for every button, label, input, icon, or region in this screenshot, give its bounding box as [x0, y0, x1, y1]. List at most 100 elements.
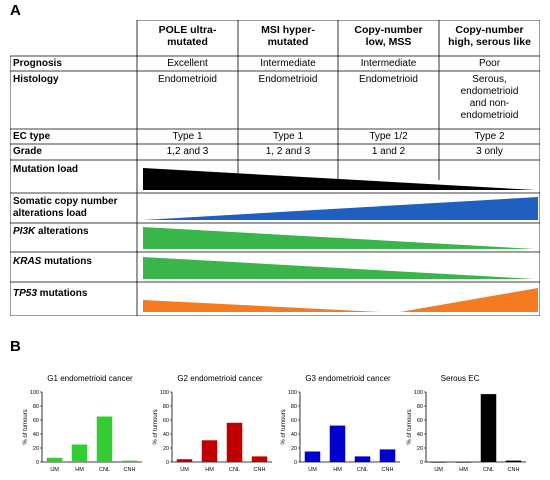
- row-label-grade: Grade: [13, 146, 42, 157]
- mutation-load-wedge: [143, 168, 535, 190]
- bar: [121, 460, 138, 462]
- grade-cell: 1, 2 and 3: [265, 146, 311, 157]
- y-tick-label: 100: [160, 390, 169, 396]
- histology-cell: Endometrioid: [359, 74, 418, 85]
- x-tick-label: UM: [308, 467, 317, 473]
- histology-line: endometrioid: [460, 86, 519, 97]
- y-tick-label: 40: [33, 432, 39, 438]
- y-axis-label: % of tumours: [23, 409, 29, 444]
- chart-g3-svg: 0 20 40 60 80 100 % of tumours UM HM CNL CNH: [281, 390, 400, 473]
- chart-g1-svg: 0 20 40 60 80 100 % of tumours UM HM CNL CNH: [23, 390, 142, 473]
- row-label-kras: KRAS mutations: [13, 256, 92, 268]
- col-header-line: mutated: [167, 36, 208, 48]
- row-label-prognosis: Prognosis: [13, 58, 62, 69]
- bar: [201, 440, 218, 462]
- y-tick-label: 40: [163, 432, 169, 438]
- gene-name: PI3K: [13, 226, 36, 237]
- label-rest: mutations: [36, 288, 88, 299]
- y-axis-label: % of tumours: [153, 409, 159, 444]
- x-tick-label: CNL: [483, 467, 494, 473]
- chart-title-g2: G2 endometrioid cancer: [177, 374, 263, 383]
- tp53-wedge-right: [400, 288, 538, 312]
- scna-load-wedge: [143, 197, 538, 220]
- bar: [96, 416, 113, 462]
- y-tick-label: 20: [33, 446, 39, 452]
- x-tick-label: CNH: [382, 467, 394, 473]
- histology-cell: Endometrioid: [258, 74, 318, 85]
- prognosis-cell: Intermediate: [360, 58, 417, 69]
- y-axis-label: % of tumours: [281, 409, 287, 444]
- bar: [505, 460, 522, 462]
- row-label-tp53: TP53 mutations: [13, 288, 87, 300]
- ec-type-cell: Type 1: [172, 131, 203, 142]
- chart-serous-svg: 0 20 40 60 80 100 % of tumours UM HM CNL CNH: [407, 390, 526, 473]
- col-header-msi: MSI hyper- mutated: [238, 24, 338, 48]
- histology-cell-serous: Serous, endometrioid and non- endometrio…: [439, 74, 540, 122]
- bar: [480, 394, 497, 462]
- y-axis-label: % of tumours: [407, 409, 413, 444]
- bar: [304, 451, 321, 462]
- y-tick-label: 0: [420, 460, 423, 466]
- y-tick-label: 60: [33, 418, 39, 424]
- col-header-cn-low: Copy-number low, MSS: [338, 24, 439, 48]
- tp53-wedge: [143, 300, 380, 312]
- y-tick-label: 80: [291, 404, 297, 410]
- prognosis-cell: Excellent: [167, 58, 208, 69]
- x-tick-label: HM: [75, 467, 84, 473]
- y-tick-label: 0: [294, 460, 297, 466]
- ec-type-cell: Type 2: [474, 131, 505, 142]
- chart-serous: 0 20 40 60 80 100 % of tumours UM HM CNL CNH: [404, 372, 534, 477]
- col-header-cn-high: Copy-number high, serous like: [439, 24, 540, 48]
- chart-g3: 0 20 40 60 80 100 % of tumours UM HM CNL CNH: [278, 372, 408, 477]
- scna-label-line: Somatic copy number: [13, 196, 118, 207]
- x-tick-label: CNH: [508, 467, 520, 473]
- bar: [176, 459, 193, 462]
- chart-title-serous: Serous EC: [440, 374, 480, 383]
- y-tick-label: 0: [166, 460, 169, 466]
- y-tick-label: 80: [163, 404, 169, 410]
- col-header-line: Copy-number: [455, 24, 524, 36]
- bar: [455, 462, 472, 463]
- x-tick-label: CNL: [99, 467, 110, 473]
- chart-title-g3: G3 endometrioid cancer: [305, 374, 391, 383]
- bar: [46, 457, 63, 462]
- panel-a-label: A: [10, 2, 21, 19]
- y-tick-label: 100: [288, 390, 297, 396]
- row-label-histology: Histology: [13, 74, 59, 85]
- y-tick-label: 80: [417, 404, 423, 410]
- col-header-line: MSI hyper-: [261, 24, 315, 36]
- col-header-line: low, MSS: [365, 36, 412, 48]
- bar: [329, 425, 346, 462]
- ec-type-cell: Type 1: [272, 131, 304, 142]
- ec-type-cell: Type 1/2: [369, 131, 408, 142]
- x-tick-label: CNH: [254, 467, 266, 473]
- grade-cell: 1 and 2: [371, 146, 406, 157]
- kras-wedge: [143, 257, 535, 279]
- y-tick-label: 20: [163, 446, 169, 452]
- y-tick-label: 60: [163, 418, 169, 424]
- molecular-subtype-table: POLE ultra- mutated MSI hyper- mutated C…: [10, 20, 540, 316]
- x-tick-label: HM: [205, 467, 214, 473]
- chart-g2: 0 20 40 60 80 100 % of tumours UM HM CNL CNH: [150, 372, 280, 477]
- histology-line: Serous,: [472, 74, 507, 85]
- label-rest: alterations: [35, 226, 89, 237]
- histology-line: endometrioid: [460, 110, 519, 121]
- y-tick-label: 80: [33, 404, 39, 410]
- col-header-line: Copy-number: [354, 24, 423, 36]
- y-tick-label: 100: [30, 390, 39, 396]
- histology-cell: Endometrioid: [158, 74, 217, 85]
- col-header-line: POLE ultra-: [158, 24, 217, 36]
- y-tick-label: 0: [36, 460, 39, 466]
- bar: [226, 422, 243, 462]
- grade-cell: 3 only: [476, 146, 503, 157]
- row-label-ec-type: EC type: [13, 131, 51, 142]
- bar: [379, 449, 396, 462]
- row-label-scna-load: Somatic copy number alterations load: [13, 196, 117, 220]
- y-tick-label: 100: [414, 390, 423, 396]
- histology-line: and non-: [469, 98, 510, 109]
- prognosis-cell: Poor: [478, 58, 501, 69]
- x-tick-label: CNL: [229, 467, 240, 473]
- row-label-mutation-load: Mutation load: [13, 164, 78, 175]
- col-header-pole: POLE ultra- mutated: [137, 24, 238, 48]
- x-tick-label: CNH: [124, 467, 136, 473]
